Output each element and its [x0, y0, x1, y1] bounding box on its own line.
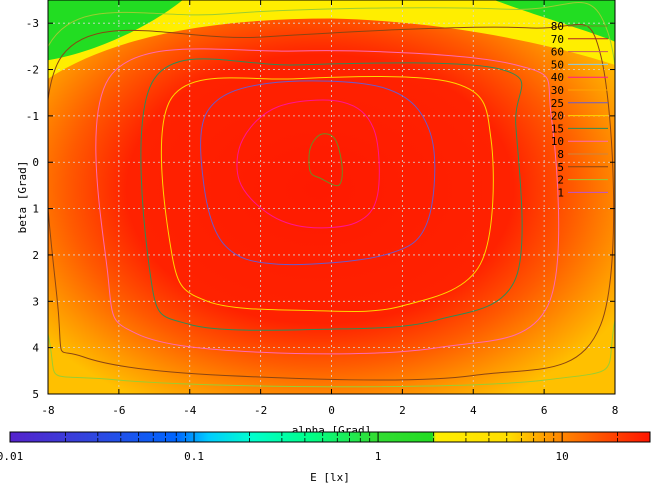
x-tick-label: -8 — [41, 404, 54, 417]
colorbar: 0.01 0.1 1 10 E [lx] — [0, 431, 651, 484]
legend-label: 40 — [551, 71, 564, 84]
y-tick-label: 2 — [32, 249, 39, 262]
colorbar-tick-label: 0.01 — [0, 450, 23, 463]
contour-lines — [48, 1, 615, 388]
contour-80 — [308, 133, 343, 187]
legend-label: 10 — [551, 135, 564, 148]
legend-label: 8 — [557, 148, 564, 161]
legend-label: 15 — [551, 122, 564, 135]
grid — [48, 0, 615, 394]
green-region-right — [494, 0, 615, 42]
x-tick-label: -6 — [112, 404, 125, 417]
yellow-region — [48, 0, 615, 79]
x-tick-label: 2 — [399, 404, 406, 417]
x-tick-label: 4 — [470, 404, 477, 417]
colorbar-tick-label: 1 — [375, 450, 382, 463]
legend-label: 50 — [551, 58, 564, 71]
legend-label: 60 — [551, 46, 564, 59]
colorbar-label: E [lx] — [310, 471, 350, 483]
contour-20 — [160, 75, 494, 312]
colorbar-tick-label: 10 — [556, 450, 569, 463]
x-tick-label: 8 — [612, 404, 619, 417]
legend-label: 20 — [551, 110, 564, 123]
contour-40 — [236, 99, 380, 229]
contour-10 — [95, 48, 560, 355]
green-region-left — [48, 0, 183, 61]
x-tick-label: -2 — [254, 404, 267, 417]
contour-5 — [48, 23, 615, 381]
legend-label: 80 — [551, 20, 564, 33]
x-tick-label: -4 — [183, 404, 197, 417]
y-tick-label: 5 — [32, 388, 39, 401]
y-tick-label: -2 — [26, 64, 39, 77]
y-tick-label: 1 — [32, 203, 39, 216]
x-tick-label: 0 — [328, 404, 335, 417]
y-tick-label: 0 — [32, 156, 39, 169]
y-tick-label: -1 — [26, 110, 39, 123]
legend-label: 1 — [557, 186, 564, 199]
legend-label: 30 — [551, 84, 564, 97]
legend-label: 70 — [551, 33, 564, 46]
legend-label: 2 — [557, 174, 564, 187]
colorbar-tick-label: 0.1 — [184, 450, 204, 463]
legend-label: 25 — [551, 97, 564, 110]
y-tick-label: -3 — [26, 17, 39, 30]
y-tick-label: 3 — [32, 295, 39, 308]
x-tick-label: 6 — [541, 404, 548, 417]
legend-label: 5 — [557, 161, 564, 174]
contour-15 — [140, 58, 523, 331]
contour-25 — [200, 80, 436, 266]
y-tick-label: 4 — [32, 342, 39, 355]
contour-2 — [48, 1, 615, 388]
y-axis-label: beta [Grad] — [16, 161, 29, 234]
